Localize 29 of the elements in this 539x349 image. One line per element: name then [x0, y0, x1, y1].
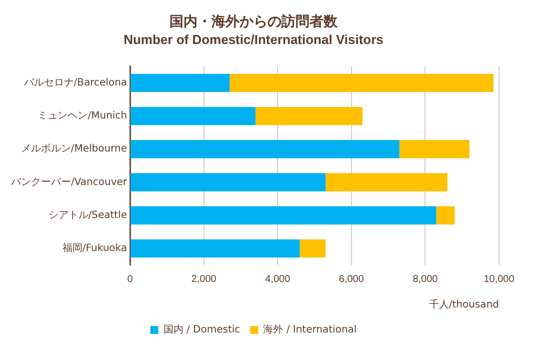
- y-tick-label: ミュンヘン/Munich: [38, 110, 128, 122]
- x-axis-title: 千人/thousand: [428, 298, 499, 311]
- y-tick-label: バンクーバー/Vancouver: [10, 176, 128, 188]
- bar: [230, 74, 494, 92]
- x-tick-label: 0: [127, 274, 134, 285]
- bar: [436, 206, 455, 224]
- legend-label: 海外 / International: [263, 324, 357, 336]
- x-tick-label: 8,000: [412, 274, 438, 285]
- bar: [255, 106, 362, 126]
- y-tick-label: 福岡/Fukuoka: [62, 242, 128, 254]
- y-tick-label: シアトル/Seattle: [48, 210, 128, 221]
- x-tick-label: 10,000: [484, 274, 515, 285]
- chart-subtitle: Number of Domestic/International Visitors: [124, 32, 384, 48]
- bar: [130, 106, 256, 126]
- bar: [130, 239, 300, 258]
- bar: [300, 239, 326, 258]
- x-tick-label: 2,000: [191, 274, 217, 285]
- bar: [130, 173, 326, 192]
- bar: [399, 140, 470, 158]
- chart-title: 国内・海外からの訪問者数: [170, 13, 338, 30]
- bar: [130, 140, 400, 158]
- y-tick-label: バルセロナ/Barcelona: [22, 78, 128, 89]
- y-tick-label: メルボルン/Melbourne: [20, 144, 128, 155]
- bar: [130, 206, 436, 224]
- bar: [326, 173, 448, 192]
- bar: [130, 74, 230, 92]
- x-tick-label: 4,000: [265, 274, 291, 285]
- x-tick-label: 6,000: [338, 274, 364, 285]
- legend-label: 国内 / Domestic: [163, 324, 240, 336]
